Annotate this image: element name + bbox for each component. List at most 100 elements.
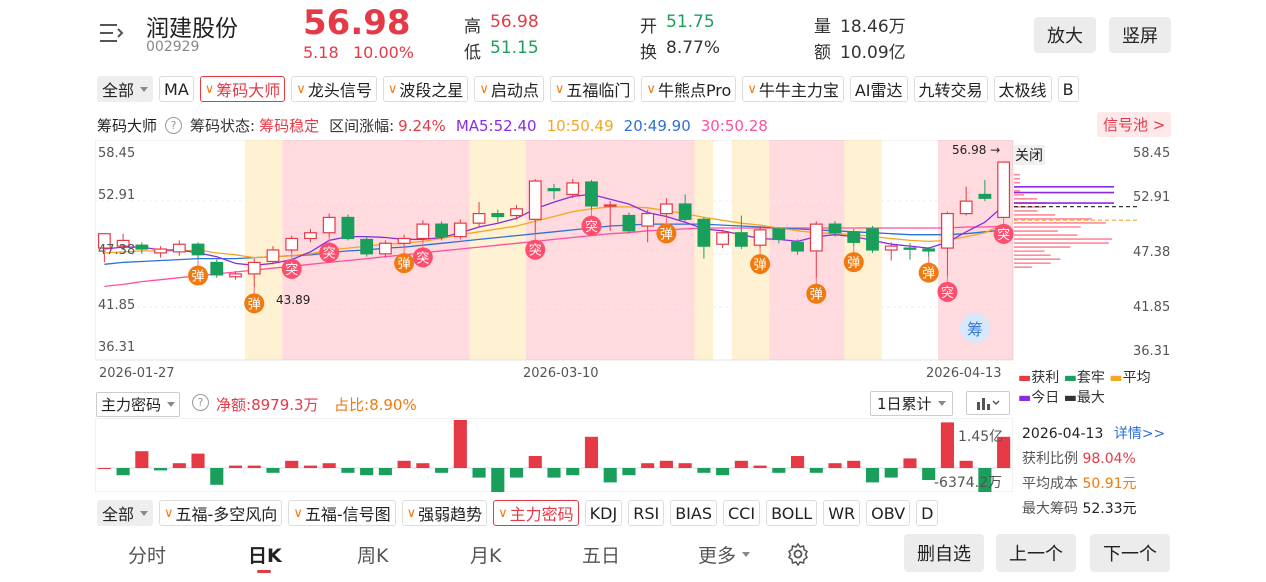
indicator-tab-5[interactable]: 五福临门 [549,76,636,102]
sub-indicator-dropdown[interactable]: 主力密码 [96,392,181,417]
high-value: 56.98 [490,12,539,32]
volume-label: 量 [814,17,831,37]
candle-body-30 [660,203,673,215]
main-force-chart[interactable] [95,418,1013,492]
kline-frame [95,140,1014,361]
sub-indicator-tab-4[interactable]: KDJ [584,500,623,526]
candle-body-0 [97,233,111,249]
signal-marker-label-7: 突 [585,219,598,235]
candle-body-20 [472,212,486,224]
zoom-button[interactable]: 放大 [1034,17,1096,53]
menu-icon[interactable] [98,22,124,44]
indicator-all-dropdown[interactable]: 全部 [97,76,154,102]
signal-marker-2 [281,258,302,279]
signal-marker-label-0: 弹 [192,270,205,285]
tab-weekly-k[interactable]: 周K [357,545,389,567]
indicator-tab-11[interactable]: B [1057,76,1079,102]
indicator-tab-4[interactable]: 启动点 [474,76,544,102]
close-chip-button[interactable]: 关闭 [1013,145,1045,165]
sub-indicator-tab-3[interactable]: 主力密码 [493,500,579,526]
indicator-tab-10[interactable]: 太极线 [993,76,1052,102]
indicator-tab-label: 牛熊点Pro [657,81,732,100]
indicator-tab-2[interactable]: 龙头信号 [291,76,377,102]
signal-marker-label-4: 弹 [398,257,411,272]
sub-indicator-tab-1[interactable]: 五福-信号图 [288,500,396,526]
flow-bar-16 [397,460,411,468]
indicator-tab-1[interactable]: 筹码大师 [199,76,286,102]
flow-bar-44 [922,468,936,480]
indicator-tab-8[interactable]: AI雷达 [849,76,908,102]
indicator-tab-label: B [1062,79,1074,99]
chip-detail-link[interactable]: 详情>> [1113,426,1166,442]
sub-indicator-tab-10[interactable]: OBV [866,500,911,526]
sub-indicator-tab-5[interactable]: RSI [628,500,665,526]
indicator-tab-label: 筹码大师 [216,81,281,100]
indicator-tab-9[interactable]: 九转交易 [913,76,988,102]
legend-trapped: ▬套牢 [1063,370,1105,386]
tab-five-day[interactable]: 五日 [582,545,621,567]
y-tick-left-3: 41.85 [98,298,136,313]
chip-badge-button[interactable]: 筹 [960,313,990,343]
tab-monthly-k[interactable]: 月K [470,545,502,567]
indicator-tab-3[interactable]: 波段之星 [382,76,469,102]
indicator-tab-7[interactable]: 牛牛主力宝 [742,76,844,102]
signal-marker-5 [412,247,433,268]
sub-indicator-tab-label: OBV [871,503,906,523]
candle-body-38 [809,223,823,252]
legend-profit-label: 获利 [1031,370,1060,386]
signal-marker-1 [244,293,265,314]
net-amount-label: 净额: [216,396,252,414]
legend-trapped-label: 套牢 [1076,370,1105,386]
help-icon[interactable]: ? [165,117,183,134]
bar-chart-icon [977,398,1000,410]
chart-style-button[interactable] [966,391,1010,415]
chip-status-label: 筹码状态: [190,117,256,135]
sub-indicator-tab-7[interactable]: CCI [723,500,761,526]
cumulative-dropdown[interactable]: 1日累计 [870,391,953,416]
sub-indicator-tab-2[interactable]: 强弱趋势 [401,500,488,526]
sub-indicator-tab-0[interactable]: 五福-多空风向 [159,500,283,526]
sub-indicator-tab-label: BIAS [675,503,712,523]
sub-indicator-tab-6[interactable]: BIAS [670,500,717,526]
sub-help-icon[interactable]: ? [192,394,209,411]
settings-gear-icon[interactable] [786,542,810,570]
candle-body-2 [135,244,149,250]
sub-indicator-tab-9[interactable]: WR [823,500,861,526]
open-value: 51.75 [666,12,715,32]
tab-intraday[interactable]: 分时 [128,545,167,567]
indicator-tab-6[interactable]: 牛熊点Pro [641,76,737,102]
next-stock-button[interactable]: 下一个 [1090,534,1170,572]
portrait-button[interactable]: 竖屏 [1109,17,1171,53]
sub-indicator-tab-11[interactable]: D [916,500,939,526]
remove-watchlist-button[interactable]: 删自选 [904,534,984,572]
legend-max: ▬最大 [1063,390,1105,406]
sub-max-label: 1.45亿 [958,429,1004,445]
signal-marker-6 [525,239,546,260]
sub-all-dropdown[interactable]: 全部 [97,500,154,526]
date-label-end: 2026-04-13 [926,366,1002,381]
signal-marker-label-6: 突 [529,243,542,259]
flow-bar-19 [453,420,467,468]
y-tick-left-0: 58.45 [98,146,136,161]
candle-body-13 [341,216,355,240]
flow-bar-3 [154,468,168,471]
tab-daily-k[interactable]: 日K [248,545,282,567]
y-tick-right-0: 58.45 [1133,146,1171,161]
indicator-tab-bar: 全部 MA 筹码大师 龙头信号 波段之星 启动点 五福临门 牛熊点Pro 牛牛主力宝 AI雷达九… [97,76,1169,102]
sub-indicator-tab-label: CCI [728,503,756,523]
sub-min-label: -6374.2万 [934,475,1003,491]
candle-body-36 [772,228,786,241]
previous-stock-button[interactable]: 上一个 [996,534,1076,572]
flow-bar-13 [341,468,355,473]
avg-cost-label: 平均成本 [1022,476,1078,492]
signal-marker-13 [937,281,958,302]
flow-bar-41 [865,468,880,483]
low-value: 51.15 [490,38,539,58]
indicator-tab-0[interactable]: MA [159,76,194,102]
signal-pool-button[interactable]: 信号池 > [1097,112,1172,137]
tab-more[interactable]: 更多 [698,541,751,568]
sub-indicator-tab-8[interactable]: BOLL [766,500,818,526]
signal-marker-8 [656,223,677,244]
flow-bar-40 [847,460,861,468]
